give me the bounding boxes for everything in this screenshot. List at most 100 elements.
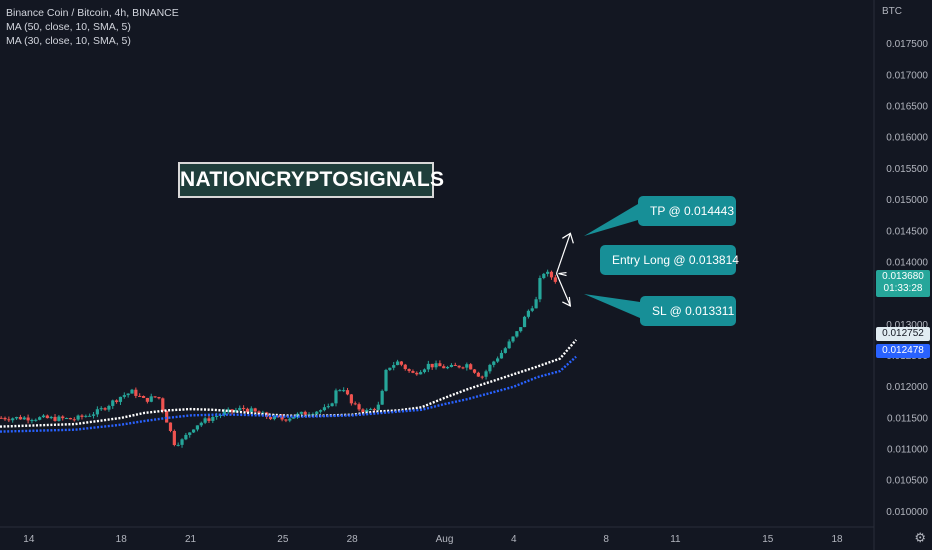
candle-body: [107, 405, 111, 410]
candle-body: [80, 415, 84, 417]
candle-body: [3, 417, 7, 420]
candle-body: [138, 395, 142, 397]
candle-body: [472, 369, 477, 373]
candle-body: [515, 331, 519, 337]
x-tick-label: 28: [347, 534, 359, 545]
candle-body: [226, 409, 230, 412]
candle-body: [453, 364, 457, 366]
candle-body: [53, 416, 57, 421]
y-tick-label: 0.017500: [886, 39, 928, 50]
y-tick-label: 0.011500: [887, 413, 928, 424]
candle-body: [199, 422, 203, 426]
candle-body: [395, 361, 400, 366]
candle-body: [245, 408, 250, 413]
candle-body: [299, 411, 303, 414]
tp-arrow: [555, 233, 571, 274]
candle-body: [292, 417, 296, 419]
ma50-legend[interactable]: MA (50, close, 10, SMA, 5): [6, 21, 131, 33]
candle-body: [530, 308, 534, 311]
candle-body: [103, 408, 107, 410]
candle-body: [349, 394, 353, 404]
x-tick-label: 14: [23, 534, 35, 545]
tp-callout[interactable]: TP @ 0.014443: [638, 196, 736, 226]
settings-gear-icon[interactable]: ⚙: [914, 530, 926, 545]
bar-countdown: 01:33:28: [883, 283, 923, 294]
candle-body: [253, 408, 257, 412]
candle-body: [330, 403, 334, 407]
candle-body: [288, 418, 292, 421]
candle-body: [88, 415, 92, 417]
candle-body: [153, 396, 157, 398]
candle-body: [95, 409, 99, 415]
candle-body: [161, 398, 165, 411]
candle-body: [230, 409, 234, 412]
tp-callout-pointer: [584, 204, 638, 236]
candle-body: [365, 409, 369, 413]
candle-body: [326, 406, 330, 408]
candle-body: [380, 390, 384, 405]
candle-body: [203, 418, 207, 423]
ma30-legend[interactable]: MA (30, close, 10, SMA, 5): [6, 35, 131, 47]
candle-body: [180, 439, 184, 445]
y-tick-label: 0.016000: [886, 133, 928, 144]
candle-body: [84, 415, 88, 417]
entry-callout[interactable]: Entry Long @ 0.013814: [600, 245, 739, 275]
sl-arrow: [555, 273, 571, 307]
candle-body: [511, 336, 515, 342]
chart-legend: Binance Coin / Bitcoin, 4h, BINANCE MA (…: [6, 6, 179, 48]
candle-body: [188, 432, 192, 435]
candle-body: [76, 415, 80, 420]
ma50-price-tag: 0.012752: [876, 327, 930, 341]
candle-body: [238, 407, 242, 410]
ma50-line: [0, 339, 578, 428]
y-tick-label: 0.014500: [886, 226, 928, 237]
sl-callout-pointer: [584, 294, 640, 318]
entry-arrowhead: [558, 271, 567, 277]
candle-body: [522, 316, 527, 328]
candle-body: [415, 372, 419, 375]
sl-callout[interactable]: SL @ 0.013311: [640, 296, 736, 326]
candle-body: [61, 416, 65, 419]
candle-body: [222, 411, 226, 415]
candle-body: [22, 417, 26, 420]
candle-body: [191, 429, 196, 433]
candle-body: [272, 415, 276, 420]
candle-body: [64, 418, 69, 420]
candle-body: [457, 365, 461, 368]
symbol-title[interactable]: Binance Coin / Bitcoin, 4h, BINANCE: [6, 7, 179, 19]
candle-body: [442, 366, 446, 369]
tp-arrowhead: [562, 232, 574, 244]
candle-body: [388, 367, 392, 370]
candle-body: [284, 419, 288, 421]
candle-body: [422, 369, 427, 373]
y-tick-label: 0.011000: [887, 445, 928, 456]
candle-body: [426, 363, 430, 370]
candle-body: [461, 367, 465, 369]
x-tick-label: Aug: [436, 534, 454, 545]
candle-body: [546, 271, 550, 274]
candle-body: [315, 411, 319, 415]
candle-body: [242, 407, 246, 409]
candle-body: [465, 364, 469, 368]
candle-body: [449, 364, 454, 368]
candle-body: [72, 419, 76, 421]
candle-body: [549, 271, 554, 278]
candle-body: [353, 403, 357, 405]
candle-body: [276, 415, 280, 417]
candle-body: [134, 389, 138, 396]
candle-body: [407, 369, 411, 372]
candle-body: [215, 415, 219, 417]
candle-body: [122, 395, 126, 397]
candle-body: [534, 299, 538, 309]
candle-body: [49, 416, 53, 419]
candle-body: [399, 361, 404, 365]
candle-body: [234, 409, 238, 412]
candle-body: [357, 404, 361, 410]
x-tick-label: 21: [185, 534, 197, 545]
candle-body: [115, 400, 119, 402]
candle-body: [419, 372, 423, 375]
candle-body: [126, 393, 130, 396]
candle-body: [34, 419, 38, 421]
